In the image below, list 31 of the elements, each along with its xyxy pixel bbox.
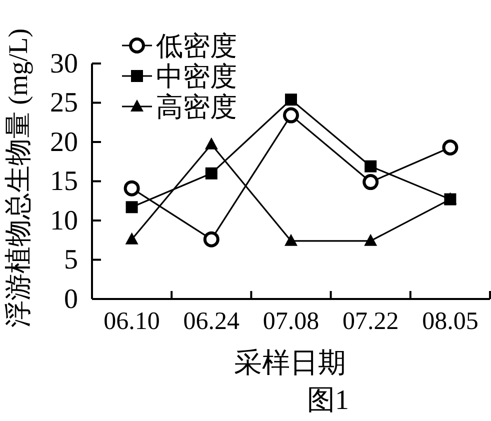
x-tick-label: 06.24 bbox=[183, 308, 240, 335]
legend-label: 高密度 bbox=[156, 92, 237, 122]
point bbox=[205, 167, 218, 180]
x-tick-label: 06.10 bbox=[104, 308, 160, 335]
y-tick-label: 10 bbox=[50, 205, 78, 236]
point bbox=[442, 139, 458, 156]
point bbox=[364, 160, 377, 172]
point bbox=[126, 201, 138, 214]
x-tick-label: 07.08 bbox=[262, 308, 320, 335]
point bbox=[285, 94, 297, 106]
x-tick-label: 08.05 bbox=[422, 308, 478, 335]
point bbox=[124, 180, 140, 196]
point bbox=[283, 107, 299, 124]
point bbox=[203, 231, 220, 248]
y-tick-label: 30 bbox=[50, 48, 78, 80]
point bbox=[362, 174, 379, 190]
point bbox=[284, 234, 298, 246]
x-tick-label: 07.22 bbox=[342, 308, 399, 335]
legend-label: 中密度 bbox=[156, 61, 237, 92]
point bbox=[204, 137, 218, 150]
legend-label: 低密度 bbox=[156, 30, 237, 61]
x-axis-title: 采样日期 bbox=[234, 348, 346, 379]
y-tick-label: 15 bbox=[50, 166, 78, 198]
y-tick-label: 20 bbox=[50, 126, 78, 158]
y-tick-label: 0 bbox=[64, 284, 78, 315]
point bbox=[364, 234, 378, 246]
point bbox=[125, 232, 138, 244]
y-axis-title: 浮游植物总生物量 (mg/L) bbox=[3, 28, 33, 328]
y-tick-label: 25 bbox=[50, 88, 78, 119]
caption: 图1 bbox=[307, 385, 349, 416]
y-tick-label: 5 bbox=[64, 244, 78, 276]
